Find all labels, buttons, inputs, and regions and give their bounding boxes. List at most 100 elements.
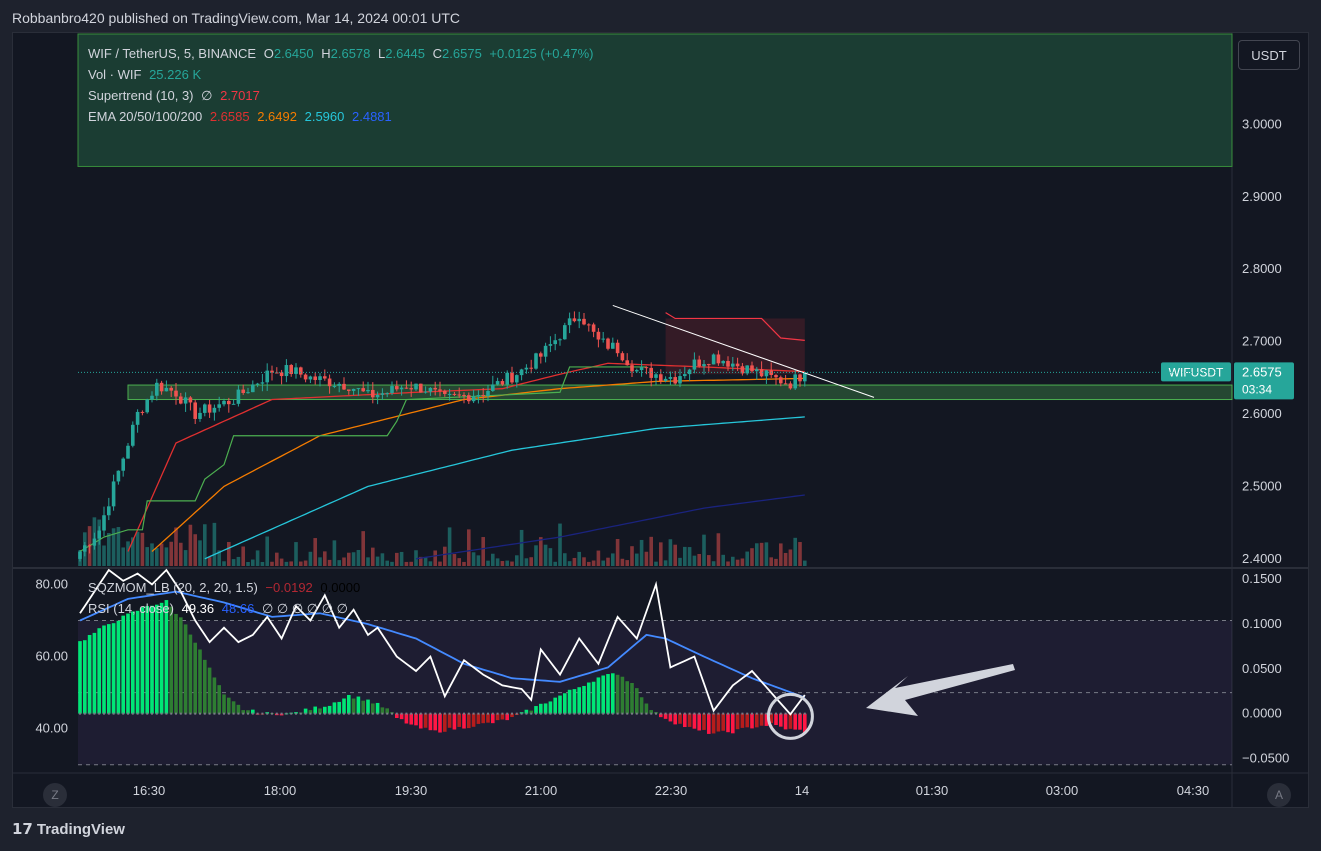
candle-body bbox=[774, 374, 778, 378]
squeeze-dot bbox=[707, 712, 710, 715]
volume-bar bbox=[203, 524, 207, 566]
momentum-bar bbox=[188, 634, 193, 714]
momentum-bar bbox=[740, 713, 745, 728]
candle-body bbox=[438, 389, 442, 391]
time-tick-label: 21:00 bbox=[525, 783, 558, 798]
squeeze-dot bbox=[621, 712, 624, 715]
price-tag-countdown: 03:34 bbox=[1242, 382, 1272, 396]
momentum-bar bbox=[659, 713, 663, 718]
momentum-bar bbox=[183, 624, 188, 714]
volume-bar bbox=[183, 550, 188, 566]
volume-bar bbox=[726, 561, 730, 566]
squeeze-dot bbox=[578, 712, 581, 715]
momentum-bar bbox=[649, 710, 653, 714]
volume-bar bbox=[361, 531, 365, 566]
candle-body bbox=[447, 393, 452, 395]
momentum-bar bbox=[327, 705, 332, 714]
volume-bar bbox=[131, 537, 135, 566]
candle-body bbox=[726, 360, 730, 367]
volume-bar bbox=[539, 537, 543, 566]
squeeze-dot bbox=[779, 712, 782, 715]
candle-body bbox=[409, 388, 413, 390]
squeeze-dot bbox=[136, 712, 139, 715]
momentum-bar bbox=[443, 713, 447, 732]
momentum-bar bbox=[447, 713, 452, 728]
candle-body bbox=[606, 338, 610, 349]
candle-body bbox=[207, 404, 212, 413]
squeeze-dot bbox=[554, 712, 557, 715]
candle-body bbox=[323, 376, 327, 379]
candle-body bbox=[687, 369, 692, 375]
squeeze-dot bbox=[295, 712, 297, 715]
squeeze-dot bbox=[275, 712, 278, 715]
volume-bar bbox=[735, 559, 740, 566]
volume-bar bbox=[409, 561, 413, 566]
momentum-bar bbox=[769, 713, 773, 724]
candle-body bbox=[332, 385, 337, 387]
volume-bar bbox=[769, 557, 773, 566]
volume-bar bbox=[164, 547, 169, 566]
squeeze-dot bbox=[525, 712, 528, 715]
squeeze-dot bbox=[775, 712, 777, 715]
squeeze-dot bbox=[794, 712, 797, 715]
currency-button[interactable]: USDT bbox=[1238, 40, 1300, 70]
candle-body bbox=[745, 365, 749, 374]
legend-low: 2.6445 bbox=[385, 46, 426, 61]
squeeze-dot bbox=[189, 712, 192, 715]
volume-bar bbox=[385, 560, 389, 566]
candle-body bbox=[433, 387, 437, 390]
volume-bar bbox=[395, 552, 399, 566]
squeeze-dot bbox=[587, 712, 590, 715]
volume-bar bbox=[299, 561, 303, 566]
squeeze-dot bbox=[659, 712, 662, 715]
legend-o-label: O bbox=[263, 46, 274, 61]
time-tick-label: 01:30 bbox=[916, 783, 949, 798]
candle-body bbox=[491, 384, 495, 391]
volume-bar bbox=[155, 548, 159, 566]
volume-bar bbox=[443, 546, 447, 566]
auto-scale-button[interactable]: A bbox=[1267, 783, 1291, 807]
candle-body bbox=[131, 424, 135, 446]
timezone-button[interactable]: Z bbox=[43, 783, 67, 807]
volume-bar bbox=[380, 553, 385, 566]
squeeze-dot bbox=[664, 712, 667, 715]
candle-body bbox=[654, 374, 658, 378]
momentum-bar bbox=[332, 702, 337, 714]
momentum-bar bbox=[97, 628, 101, 714]
legend-symbol: WIF / TetherUS, 5, BINANCE bbox=[88, 46, 257, 61]
squeeze-dot bbox=[251, 712, 254, 715]
candle-body bbox=[414, 383, 418, 390]
momentum-bar bbox=[625, 681, 629, 714]
momentum-bar bbox=[399, 713, 404, 720]
supertrend-up-line bbox=[79, 366, 647, 553]
squeeze-dot bbox=[175, 712, 177, 715]
volume-bar bbox=[313, 538, 317, 566]
squeeze-dot bbox=[223, 712, 225, 715]
momentum-bar bbox=[135, 610, 140, 714]
candle-body bbox=[217, 404, 221, 408]
volume-bar bbox=[510, 561, 514, 566]
volume-bar bbox=[390, 561, 394, 566]
candle-body bbox=[270, 370, 274, 373]
ema20-line bbox=[127, 362, 805, 552]
momentum-bar bbox=[716, 713, 721, 732]
candle-body bbox=[275, 372, 279, 374]
symbol-tag-bg bbox=[1161, 362, 1231, 382]
candle-body bbox=[611, 342, 615, 349]
momentum-bar bbox=[155, 604, 159, 714]
support-zone bbox=[127, 384, 1233, 401]
volume-bar bbox=[414, 550, 418, 566]
squeeze-dot bbox=[453, 712, 456, 715]
momentum-bar bbox=[414, 713, 418, 726]
candle-body bbox=[558, 339, 562, 341]
momentum-bar bbox=[606, 674, 610, 714]
candle-body bbox=[591, 324, 596, 332]
candle-body bbox=[481, 395, 485, 397]
momentum-bar bbox=[529, 710, 533, 714]
candle-body bbox=[711, 354, 716, 365]
candle-body bbox=[759, 369, 764, 377]
squeeze-dot bbox=[640, 712, 643, 715]
legend-volume: Vol · WIF 25.226 K bbox=[88, 67, 205, 82]
legend-ema50: 2.6492 bbox=[257, 109, 297, 124]
